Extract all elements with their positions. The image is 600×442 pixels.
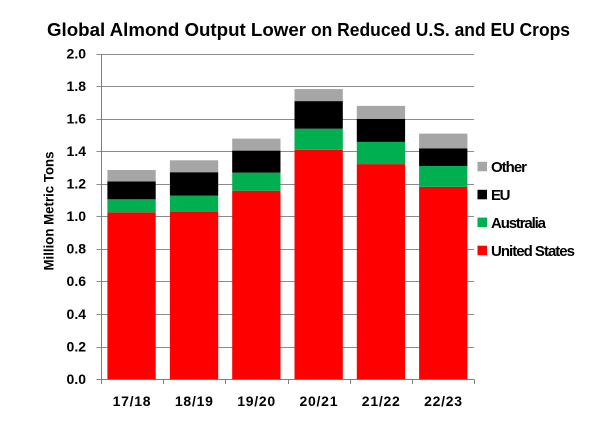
svg-text:18/19: 18/19 — [175, 393, 213, 409]
svg-text:0.4: 0.4 — [67, 306, 87, 322]
svg-text:1.8: 1.8 — [67, 78, 87, 94]
svg-text:17/18: 17/18 — [113, 393, 151, 409]
svg-text:1.4: 1.4 — [67, 143, 87, 159]
svg-text:EU: EU — [491, 187, 511, 204]
svg-text:0.6: 0.6 — [67, 273, 87, 289]
svg-text:20/21: 20/21 — [300, 393, 338, 409]
svg-text:21/22: 21/22 — [362, 393, 400, 409]
svg-text:1.2: 1.2 — [67, 176, 87, 192]
svg-text:Australia: Australia — [491, 215, 547, 232]
svg-text:on Reduced U.S. and EU Crops: on Reduced U.S. and EU Crops — [311, 20, 570, 40]
svg-text:Other: Other — [491, 159, 527, 176]
svg-text:2.0: 2.0 — [67, 45, 87, 61]
svg-text:Million Metric Tons: Million Metric Tons — [42, 152, 57, 271]
svg-text:1.0: 1.0 — [67, 208, 87, 224]
svg-text:0.8: 0.8 — [67, 241, 87, 257]
svg-text:0.0: 0.0 — [67, 371, 87, 387]
svg-text:United States: United States — [491, 243, 575, 260]
svg-text:0.2: 0.2 — [67, 338, 87, 354]
svg-text:Global Almond Output Lower: Global Almond Output Lower — [47, 20, 306, 40]
svg-text:19/20: 19/20 — [237, 393, 275, 409]
svg-text:22/23: 22/23 — [424, 393, 462, 409]
svg-text:1.6: 1.6 — [67, 110, 87, 126]
